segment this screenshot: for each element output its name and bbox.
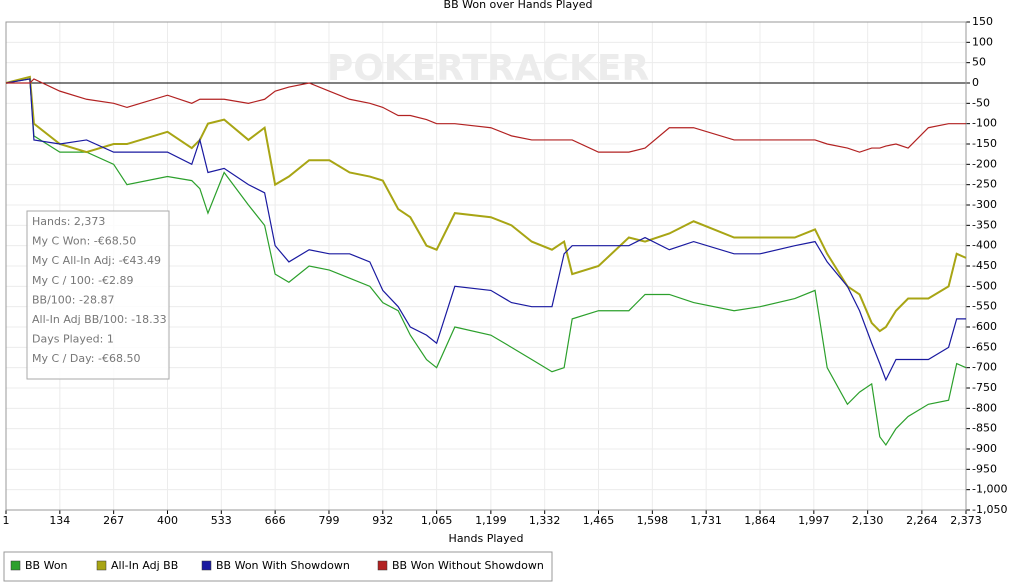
x-tick-label: 1,199 [475,514,507,527]
y-tick-label: -600 [972,320,997,333]
stats-line: My C / 100: -€2.89 [32,274,134,287]
y-tick-label: -1,050 [972,503,1007,516]
stats-line: Hands: 2,373 [32,215,105,228]
y-tick-label: -300 [972,198,997,211]
y-tick-label: -400 [972,239,997,252]
x-tick-label: 533 [211,514,232,527]
chart-title: BB Won over Hands Played [444,0,593,11]
plot-border [5,21,967,511]
y-tick-label: -900 [972,442,997,455]
legend-swatch [10,560,21,571]
x-tick-label: 1,997 [798,514,830,527]
x-tick-label: 1,598 [637,514,669,527]
x-tick-label: 2,373 [950,514,982,527]
x-tick-label: 2,130 [852,514,884,527]
stats-line: All-In Adj BB/100: -18.33 [32,313,167,326]
x-tick-label: 267 [103,514,124,527]
x-tick-label: 1,731 [690,514,722,527]
y-tick-label: -550 [972,300,997,313]
series-line [5,78,966,382]
y-tick-label: -850 [972,422,997,435]
legend-label: BB Won [25,559,68,572]
x-tick-label: 1 [3,514,10,527]
x-tick-label: 932 [372,514,393,527]
y-tick-label: -250 [972,178,997,191]
y-tick-label: -200 [972,157,997,170]
y-tick-label: -150 [972,137,997,150]
series-line [6,78,966,153]
stats-line: Days Played: 1 [32,333,114,346]
y-tick-label: -650 [972,340,997,353]
y-tick-label: -450 [972,259,997,272]
series-line [5,78,967,446]
watermark: POKERTRACKER [327,48,649,89]
series-line [5,75,967,333]
x-tick-label: 1,065 [421,514,453,527]
legend-swatch [201,560,212,571]
y-tick-label: 0 [972,76,979,89]
x-tick-label: 1,864 [744,514,776,527]
legend-label: BB Won Without Showdown [392,559,544,572]
stats-line: My C Won: -€68.50 [32,235,136,248]
legend [3,551,553,582]
y-tick-label: -1,000 [972,483,1007,496]
y-tick-label: 100 [972,35,993,48]
y-tick-label: -350 [972,218,997,231]
stats-line: My C / Day: -€68.50 [32,352,140,365]
legend-swatch [377,560,388,571]
y-tick-label: 50 [972,56,986,69]
y-tick-label: -750 [972,381,997,394]
x-tick-label: 1,332 [529,514,561,527]
legend-label: All-In Adj BB [111,559,178,572]
y-tick-label: -800 [972,401,997,414]
legend-label: BB Won With Showdown [216,559,350,572]
y-tick-label: -950 [972,462,997,475]
x-tick-label: 2,264 [906,514,938,527]
legend-swatch [96,560,107,571]
y-tick-label: -500 [972,279,997,292]
stats-line: BB/100: -28.87 [32,293,114,306]
y-tick-label: -700 [972,361,997,374]
x-tick-label: 666 [265,514,286,527]
y-tick-label: -100 [972,117,997,130]
y-tick-label: 150 [972,15,993,28]
x-tick-label: 134 [49,514,70,527]
x-axis-label: Hands Played [449,532,524,545]
x-tick-label: 400 [157,514,178,527]
x-tick-label: 1,465 [583,514,615,527]
x-tick-label: 799 [318,514,339,527]
stats-box [26,210,170,380]
y-tick-label: -50 [972,96,990,109]
stats-line: My C All-In Adj: -€43.49 [32,254,161,267]
